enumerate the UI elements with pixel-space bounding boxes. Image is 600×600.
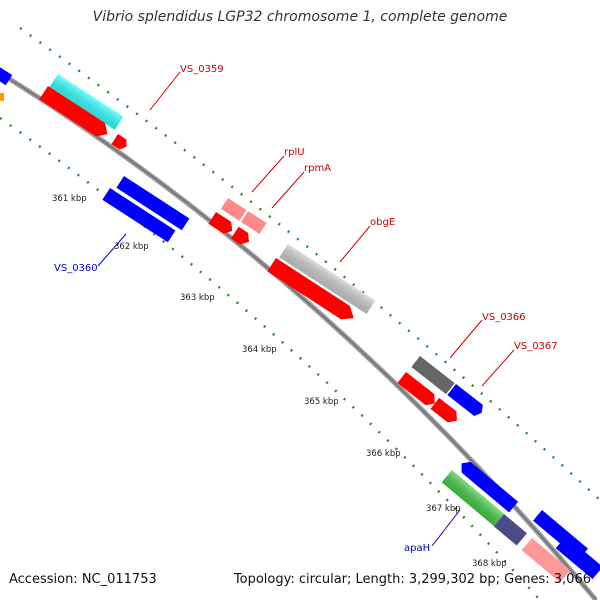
gene-blue-edge <box>0 52 13 86</box>
gene-rplU <box>220 198 247 221</box>
gene-pink-right <box>521 538 571 583</box>
gene-blue-right-b <box>555 536 600 580</box>
callout-line-rplU <box>251 155 285 193</box>
callout-line-vs0366 <box>449 319 483 359</box>
callout-line-obgE <box>339 225 371 263</box>
kbp-label-363: 363 kbp <box>180 293 215 303</box>
callout-line-vs0360 <box>97 233 127 267</box>
kbp-label-364: 364 kbp <box>242 345 277 355</box>
kbp-label-365: 365 kbp <box>304 397 339 407</box>
gene-vs0366-red <box>397 372 435 406</box>
label-apaH[interactable]: apaH <box>404 543 430 554</box>
kbp-label-368: 368 kbp <box>472 559 507 569</box>
gene-small-red-1 <box>111 134 127 150</box>
kbp-label-367: 367 kbp <box>426 504 461 514</box>
accession-label: Accession: NC_011753 <box>9 572 157 587</box>
label-rplU[interactable]: rplU <box>284 147 305 158</box>
callout-line-rpmA <box>271 171 305 209</box>
gene-vs0366-dark <box>411 356 455 395</box>
label-vs0359[interactable]: VS_0359 <box>180 64 224 75</box>
map-title: Vibrio splendidus LGP32 chromosome 1, co… <box>92 9 508 25</box>
gene-rpmA-red-a <box>208 212 233 234</box>
label-vs0360[interactable]: VS_0360 <box>54 263 98 274</box>
inner-tick-ring <box>0 116 541 600</box>
callout-line-apaH <box>431 509 461 547</box>
genome-summary: Topology: circular; Length: 3,299,302 bp… <box>233 572 591 587</box>
gene-slate <box>493 514 527 546</box>
label-rpmA[interactable]: rpmA <box>304 163 331 174</box>
gene-obgE-red <box>267 258 354 320</box>
kbp-label-362: 362 kbp <box>114 242 149 252</box>
gene-orange-edge <box>0 93 4 101</box>
gene-vs0360-blue-a <box>116 176 190 231</box>
kbp-label-366: 366 kbp <box>366 449 401 459</box>
label-vs0366[interactable]: VS_0366 <box>482 312 526 323</box>
gene-blue-apaH-upper <box>461 461 519 513</box>
label-vs0367[interactable]: VS_0367 <box>514 341 558 352</box>
callout-line-vs0367 <box>481 349 515 387</box>
gene-vs0359-red <box>39 86 108 137</box>
kbp-label-361: 361 kbp <box>52 194 87 204</box>
gene-vs0360-blue-b <box>102 188 176 243</box>
callout-line-vs0359 <box>149 71 181 111</box>
gene-vs0367-blue <box>447 384 483 416</box>
outer-tick-ring <box>19 26 600 501</box>
label-obgE[interactable]: obgE <box>370 217 395 228</box>
